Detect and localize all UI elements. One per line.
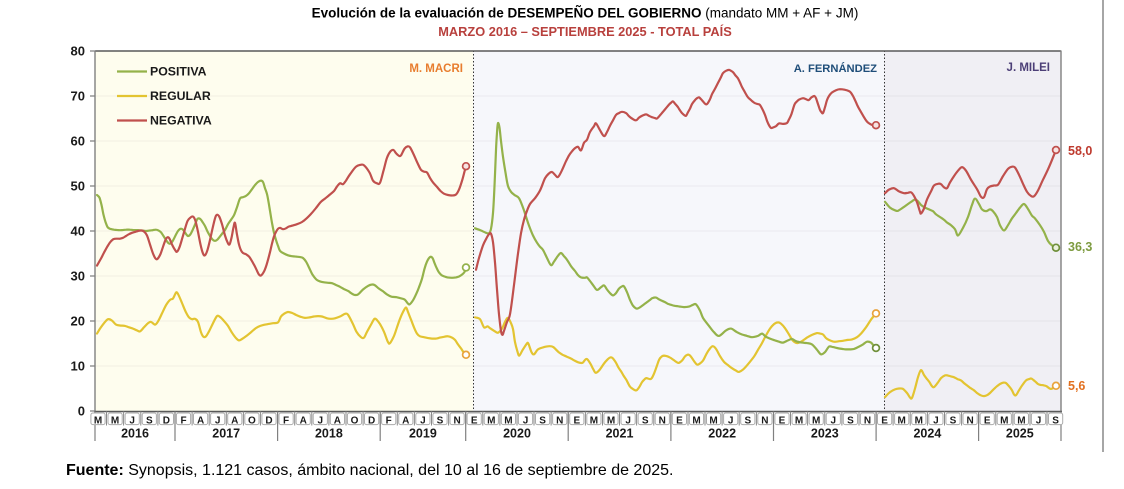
svg-text:M: M [1017, 415, 1025, 426]
svg-text:40: 40 [71, 224, 85, 239]
svg-text:2024: 2024 [913, 427, 941, 441]
svg-text:A: A [300, 415, 307, 426]
svg-text:M: M [1000, 415, 1008, 426]
svg-text:J: J [625, 415, 631, 426]
svg-text:M: M [504, 415, 512, 426]
svg-text:S: S [744, 415, 751, 426]
svg-text:J: J [933, 415, 939, 426]
svg-text:A: A [402, 415, 409, 426]
svg-text:S: S [146, 415, 153, 426]
svg-text:E: E [779, 415, 786, 426]
svg-text:F: F [283, 415, 289, 426]
svg-text:M: M [692, 415, 700, 426]
svg-text:F: F [386, 415, 392, 426]
svg-text:M: M [915, 415, 923, 426]
svg-text:2023: 2023 [811, 427, 839, 441]
svg-text:J: J [420, 415, 426, 426]
svg-text:A. FERNÁNDEZ: A. FERNÁNDEZ [794, 62, 877, 75]
svg-text:Fuente: Synopsis, 1.121 casos,: Fuente: Synopsis, 1.121 casos, ámbito na… [66, 462, 673, 479]
svg-text:N: N [453, 415, 460, 426]
svg-text:2021: 2021 [606, 427, 634, 441]
svg-text:J: J [1036, 415, 1042, 426]
svg-text:S: S [437, 415, 444, 426]
svg-text:N: N [864, 415, 871, 426]
svg-text:S: S [642, 415, 649, 426]
svg-text:20: 20 [71, 314, 85, 329]
svg-text:J: J [129, 415, 135, 426]
svg-text:E: E [881, 415, 888, 426]
svg-text:M: M [94, 415, 102, 426]
svg-text:E: E [984, 415, 991, 426]
svg-text:10: 10 [71, 359, 85, 374]
svg-text:N: N [966, 415, 973, 426]
svg-text:NEGATIVA: NEGATIVA [150, 114, 212, 128]
svg-text:58,0: 58,0 [1068, 144, 1092, 158]
svg-text:2019: 2019 [409, 427, 437, 441]
svg-text:M: M [111, 415, 119, 426]
svg-text:M: M [487, 415, 495, 426]
svg-text:D: D [368, 415, 375, 426]
svg-text:E: E [573, 415, 580, 426]
svg-text:J: J [215, 415, 221, 426]
svg-text:A: A [197, 415, 204, 426]
svg-text:2025: 2025 [1006, 427, 1034, 441]
svg-text:M: M [898, 415, 906, 426]
svg-text:REGULAR: REGULAR [150, 89, 211, 103]
svg-text:M: M [590, 415, 598, 426]
svg-text:J: J [523, 415, 529, 426]
svg-text:30: 30 [71, 269, 85, 284]
svg-text:D: D [163, 415, 170, 426]
svg-text:J: J [831, 415, 837, 426]
svg-text:J: J [728, 415, 734, 426]
svg-text:A: A [231, 415, 238, 426]
svg-text:70: 70 [71, 89, 85, 104]
svg-text:F: F [180, 415, 186, 426]
svg-text:M: M [709, 415, 717, 426]
svg-text:M. MACRI: M. MACRI [409, 63, 463, 75]
svg-text:MARZO 2016 – SEPTIEMBRE 2025 -: MARZO 2016 – SEPTIEMBRE 2025 - TOTAL PAÍ… [438, 24, 732, 39]
svg-text:80: 80 [71, 44, 85, 59]
svg-text:D: D [265, 415, 272, 426]
svg-text:36,3: 36,3 [1068, 240, 1092, 254]
svg-text:S: S [539, 415, 546, 426]
svg-text:60: 60 [71, 134, 85, 149]
svg-text:Evolución de la evaluación de: Evolución de la evaluación de DESEMPEÑO … [312, 6, 859, 21]
svg-text:M: M [607, 415, 615, 426]
svg-text:O: O [248, 415, 256, 426]
svg-text:A: A [334, 415, 341, 426]
svg-text:2017: 2017 [212, 427, 240, 441]
svg-text:POSITIVA: POSITIVA [150, 65, 207, 79]
svg-text:2018: 2018 [315, 427, 343, 441]
svg-text:S: S [950, 415, 957, 426]
svg-text:N: N [761, 415, 768, 426]
svg-text:N: N [659, 415, 666, 426]
svg-text:M: M [795, 415, 803, 426]
svg-text:S: S [1052, 415, 1059, 426]
svg-text:5,6: 5,6 [1068, 379, 1085, 393]
svg-text:O: O [351, 415, 359, 426]
svg-text:2020: 2020 [503, 427, 531, 441]
svg-text:E: E [471, 415, 478, 426]
svg-text:2022: 2022 [708, 427, 736, 441]
svg-text:E: E [676, 415, 683, 426]
svg-text:S: S [847, 415, 854, 426]
svg-text:50: 50 [71, 179, 85, 194]
svg-text:M: M [812, 415, 820, 426]
svg-text:J. MILEI: J. MILEI [1007, 62, 1050, 74]
svg-text:2016: 2016 [121, 427, 149, 441]
svg-text:N: N [556, 415, 563, 426]
svg-text:J: J [318, 415, 324, 426]
svg-text:0: 0 [78, 404, 85, 419]
